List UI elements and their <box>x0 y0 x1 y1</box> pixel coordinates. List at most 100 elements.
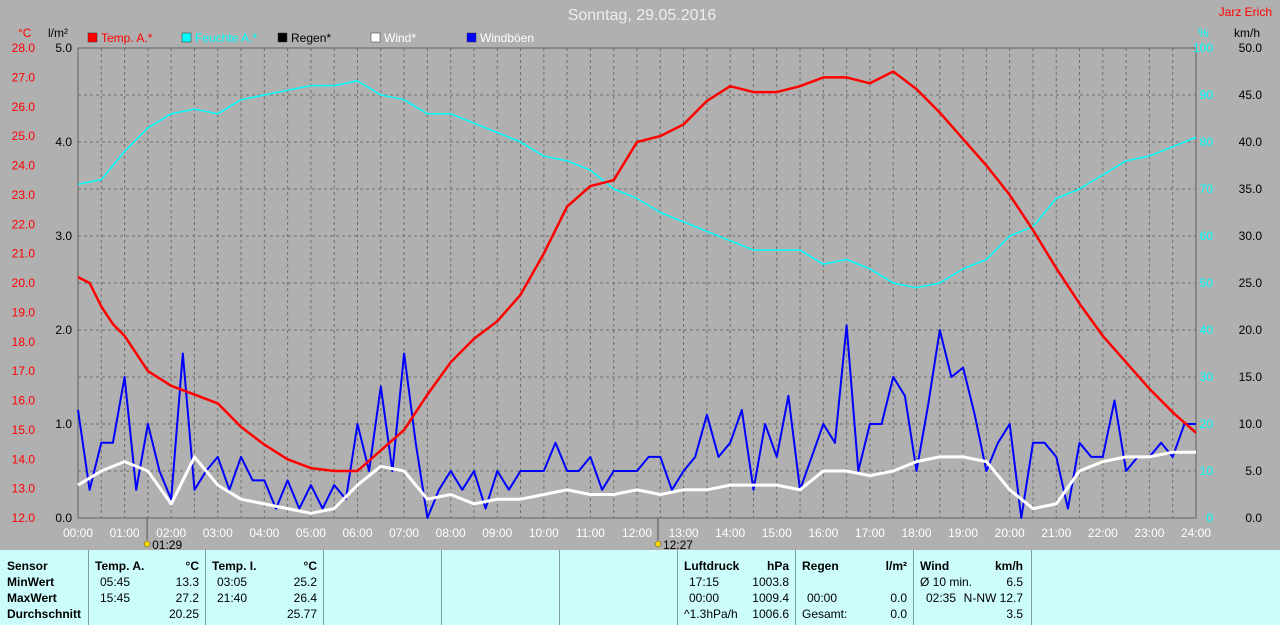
pressure-min-value: 1003.8 <box>752 575 789 589</box>
chart-title: Sonntag, 29.05.2016 <box>568 7 717 24</box>
x-tick-label: 14:00 <box>715 526 745 540</box>
x-tick-label: 13:00 <box>669 526 699 540</box>
legend-swatch <box>277 32 288 43</box>
temp-tick-label: 18.0 <box>12 335 36 349</box>
x-tick-label: 23:00 <box>1134 526 1164 540</box>
series-line-wind <box>77 450 1196 515</box>
pressure-min-time: 17:15 <box>689 575 720 589</box>
sunset-icon <box>654 540 662 548</box>
pressure-trend: ^1.3hPa/h <box>684 607 738 621</box>
rain-tick-label: 1.0 <box>55 417 72 431</box>
legend-label: Windböen <box>480 31 534 45</box>
humidity-tick-label: 30 <box>1200 370 1214 384</box>
humidity-tick-label: 80 <box>1200 135 1214 149</box>
x-tick-label: 24:00 <box>1181 526 1211 540</box>
x-tick-label: 21:00 <box>1041 526 1071 540</box>
pressure-max-value: 1009.4 <box>752 591 789 605</box>
wind-tick-label: 50.0 <box>1239 41 1263 55</box>
wind-tick-label: 25.0 <box>1239 276 1263 290</box>
series-line-windben <box>77 324 1196 519</box>
temp-tick-label: 27.0 <box>12 70 36 84</box>
wind-tick-label: 30.0 <box>1239 229 1263 243</box>
author-label: Jarz Erich <box>1219 5 1272 19</box>
legend-label: Temp. A.* <box>101 31 153 45</box>
humidity-tick-label: 70 <box>1200 182 1214 196</box>
humidity-axis-label: % <box>1198 26 1209 40</box>
series-line-tempa <box>77 70 1197 473</box>
rain-tick-label: 2.0 <box>55 323 72 337</box>
temp-tick-label: 28.0 <box>12 41 36 55</box>
weather-chart-area: Sonntag, 29.05.2016 Jarz Erich 00:00 01:0… <box>12 5 1272 552</box>
sunrise-label: 01:29 <box>152 538 182 550</box>
x-tick-label: 10:00 <box>529 526 559 540</box>
legend-label: Feuchte A.* <box>195 31 257 45</box>
temp-i-column: Temp. I. °C 03:05 25.2 21:40 26.4 25.77 <box>206 550 324 625</box>
wind-tick-label: 10.0 <box>1239 417 1263 431</box>
temp-tick-label: 26.0 <box>12 100 36 114</box>
temp-a-min-time: 05:45 <box>100 575 131 589</box>
wind-avg10-value: 6.5 <box>1006 575 1023 589</box>
pressure-max-time: 00:00 <box>689 591 720 605</box>
empty-column-2 <box>442 550 560 625</box>
wind-tick-label: 5.0 <box>1245 464 1262 478</box>
sunset-label: 12:27 <box>663 538 693 550</box>
humidity-tick-label: 50 <box>1200 276 1214 290</box>
maxwert-label: MaxWert <box>7 591 57 605</box>
x-tick-label: 12:00 <box>622 526 652 540</box>
temp-tick-label: 22.0 <box>12 217 36 231</box>
rain-tick-label: 4.0 <box>55 135 72 149</box>
humidity-tick-label: 20 <box>1200 417 1214 431</box>
x-tick-label: 17:00 <box>855 526 885 540</box>
x-tick-label: 16:00 <box>808 526 838 540</box>
temp-a-max-time: 15:45 <box>100 591 131 605</box>
temp-tick-label: 20.0 <box>12 276 36 290</box>
temp-tick-label: 25.0 <box>12 129 36 143</box>
humidity-tick-label: 10 <box>1200 464 1214 478</box>
temp-a-column: Temp. A. °C 05:45 13.3 15:45 27.2 20.25 <box>89 550 206 625</box>
x-tick-label: 04:00 <box>249 526 279 540</box>
temp-i-unit: °C <box>303 559 317 573</box>
temp-i-max-value: 26.4 <box>293 591 317 605</box>
rain-total-value: 0.0 <box>890 607 907 621</box>
temp-i-heading: Temp. I. <box>212 559 257 573</box>
temp-tick-label: 12.0 <box>12 511 36 525</box>
x-tick-label: 06:00 <box>342 526 372 540</box>
temp-tick-label: 14.0 <box>12 452 36 466</box>
rain-column: Regen l/m² 00:00 0.0 Gesamt: 0.0 <box>796 550 914 625</box>
wind-tick-label: 15.0 <box>1239 370 1263 384</box>
temp-tick-label: 24.0 <box>12 159 36 173</box>
temp-a-unit: °C <box>185 559 199 573</box>
x-tick-label: 15:00 <box>762 526 792 540</box>
humidity-tick-label: 40 <box>1200 323 1214 337</box>
wind-avg10-label: Ø 10 min. <box>920 575 973 589</box>
rain-tick-label: 0.0 <box>55 511 72 525</box>
durchschnitt-label: Durchschnitt <box>7 607 82 621</box>
sunrise-icon <box>143 540 151 548</box>
temp-i-min-value: 25.2 <box>293 575 317 589</box>
wind-tick-label: 35.0 <box>1239 182 1263 196</box>
x-tick-label: 18:00 <box>901 526 931 540</box>
legend-swatch <box>466 32 477 43</box>
wind-tick-label: 45.0 <box>1239 88 1263 102</box>
wind-column: Wind km/h Ø 10 min. 6.5 02:35 N-NW 12.7 … <box>914 550 1032 625</box>
x-tick-label: 09:00 <box>482 526 512 540</box>
temp-a-min-value: 13.3 <box>175 575 199 589</box>
temp-tick-label: 15.0 <box>12 423 36 437</box>
temp-tick-label: 21.0 <box>12 247 36 261</box>
x-tick-label: 02:00 <box>156 526 186 540</box>
rain-total-label: Gesamt: <box>802 607 848 621</box>
pressure-heading: Luftdruck <box>684 559 740 573</box>
rain-max-value: 0.0 <box>890 591 907 605</box>
empty-column-3 <box>560 550 678 625</box>
legend-swatch <box>181 32 192 43</box>
wind-tick-label: 0.0 <box>1245 511 1262 525</box>
rain-tick-label: 5.0 <box>55 41 72 55</box>
pressure-column: Luftdruck hPa 17:15 1003.8 00:00 1009.4 … <box>678 550 796 625</box>
x-tick-label: 22:00 <box>1088 526 1118 540</box>
legend-label: Regen* <box>291 31 331 45</box>
temp-tick-label: 19.0 <box>12 305 36 319</box>
humidity-tick-label: 90 <box>1200 88 1214 102</box>
temp-i-min-time: 03:05 <box>217 575 248 589</box>
x-tick-label: 03:00 <box>203 526 233 540</box>
temp-i-avg-value: 25.77 <box>286 607 317 621</box>
